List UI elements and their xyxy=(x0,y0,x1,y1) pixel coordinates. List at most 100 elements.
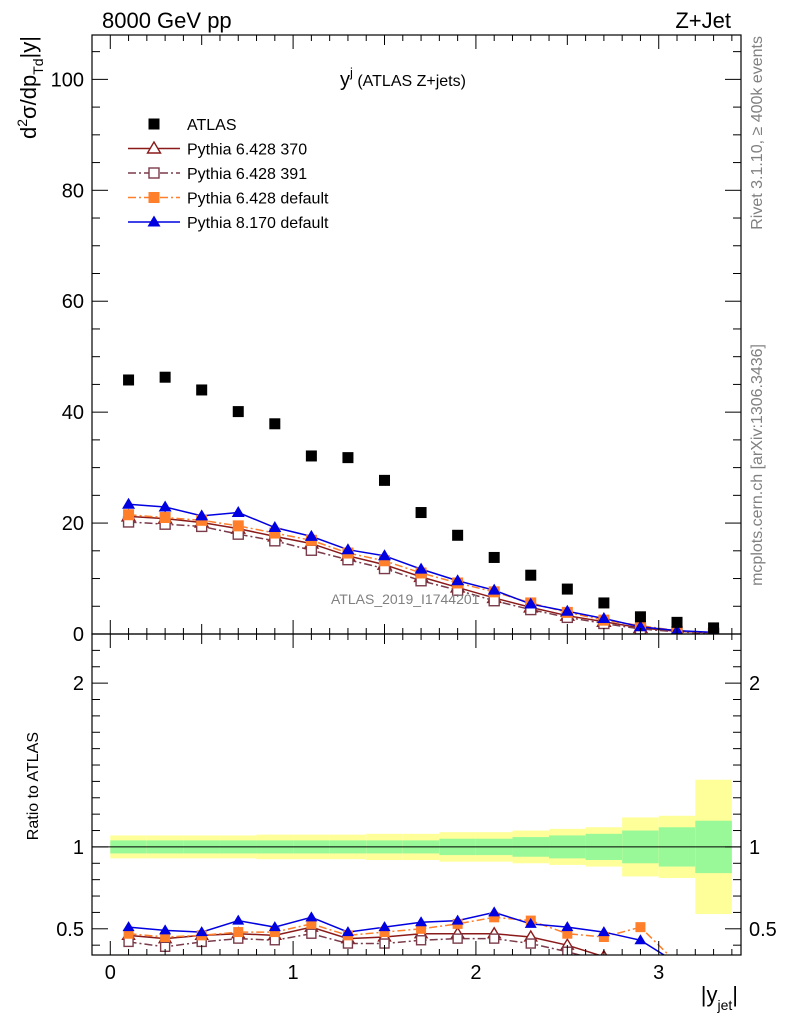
data-point xyxy=(342,452,354,464)
data-point xyxy=(488,551,500,563)
main-panel: 0 20 40 60 80 100 xyxy=(51,34,742,646)
ratio-y-axis-label: Ratio to ATLAS xyxy=(25,732,42,840)
data-point xyxy=(158,500,172,512)
data-point xyxy=(560,604,574,616)
data-point xyxy=(671,957,683,967)
data-point xyxy=(708,622,720,634)
data-point xyxy=(415,916,428,927)
y-tick-label: 20 xyxy=(62,513,84,535)
legend-marker xyxy=(148,118,160,130)
data-point xyxy=(269,927,280,938)
data-point xyxy=(232,914,245,925)
series-layer xyxy=(121,906,720,982)
ylabel-part-c: |y| xyxy=(16,36,41,58)
data-point xyxy=(232,520,244,532)
header-left: 8000 GeV pp xyxy=(102,8,232,33)
legend-entry: Pythia 8.170 default xyxy=(128,215,329,232)
legend-entry: ATLAS xyxy=(148,117,237,134)
data-point xyxy=(634,959,646,969)
legend-entry: Pythia 6.428 391 xyxy=(128,166,307,183)
data-point xyxy=(159,371,171,383)
legend: ATLAS Pythia 6.428 370 Pythia 6.428 391 Pyt… xyxy=(128,117,329,232)
legend-label: Pythia 6.428 default xyxy=(187,191,329,208)
data-point xyxy=(305,911,318,922)
ylabel-part-sub: Td xyxy=(30,58,46,74)
y-tick-label: 0 xyxy=(73,624,84,646)
data-point xyxy=(488,906,501,917)
ratio-y-tick-label-right: 1 xyxy=(749,837,760,859)
data-point xyxy=(306,918,317,929)
legend-entry: Pythia 6.428 370 xyxy=(128,140,307,159)
data-point xyxy=(160,931,171,942)
data-point xyxy=(304,529,318,541)
x-tick-label: 1 xyxy=(288,962,299,984)
data-point xyxy=(233,927,244,938)
data-point xyxy=(122,921,135,932)
header-right: Z+Jet xyxy=(675,8,731,33)
data-point xyxy=(489,912,500,923)
data-point xyxy=(524,917,537,928)
data-point xyxy=(599,957,608,966)
data-point xyxy=(342,938,354,949)
data-point xyxy=(708,964,720,974)
xlabel-part-b: | xyxy=(732,982,738,1007)
ratio-y-tick-label: 2 xyxy=(73,673,84,695)
x-tick-label: 0 xyxy=(105,962,116,984)
data-point xyxy=(452,933,463,944)
data-point xyxy=(232,406,244,418)
plot-title-sup: j xyxy=(349,65,353,80)
legend-entry: Pythia 6.428 default xyxy=(128,191,329,208)
x-tick-label: 3 xyxy=(653,962,664,984)
data-point xyxy=(122,497,136,509)
data-point xyxy=(415,935,427,946)
xlabel-part-a: |y xyxy=(701,982,718,1007)
data-point xyxy=(379,474,391,486)
ratio-y-tick-label-right: 0.5 xyxy=(749,919,777,941)
y-axis-label-main: d2σ/dpTd|y| xyxy=(14,36,46,139)
data-point xyxy=(635,922,646,933)
data-point xyxy=(123,928,134,939)
data-point xyxy=(561,921,574,932)
data-point xyxy=(634,934,647,945)
data-point xyxy=(195,509,209,521)
data-point xyxy=(269,418,281,430)
data-point xyxy=(341,543,355,555)
data-point xyxy=(123,936,134,948)
data-point xyxy=(231,506,245,518)
data-point xyxy=(524,597,538,609)
data-point xyxy=(123,509,135,521)
ratio-y-tick-label: 0.5 xyxy=(56,919,84,941)
ratio-frame xyxy=(91,633,742,956)
data-point xyxy=(306,928,317,939)
x-tick-label: 2 xyxy=(470,962,481,984)
data-point xyxy=(305,450,317,462)
data-point xyxy=(416,923,427,934)
ratio-y-tick-label: 1 xyxy=(73,837,84,859)
analysis-watermark: ATLAS_2019_I1744201 xyxy=(331,591,480,607)
x-axis-label: |yjet| xyxy=(701,982,738,1013)
ratio-panel: 0 1 2 3 0.5 0.5 1 1 2 2 xyxy=(56,633,777,984)
data-point xyxy=(305,544,318,556)
ylabel-part-a: d xyxy=(16,127,41,139)
legend-label: Pythia 6.428 370 xyxy=(187,142,307,159)
data-point xyxy=(159,924,172,935)
data-point xyxy=(378,549,392,561)
rivet-label: Rivet 3.1.10, ≥ 400k events xyxy=(749,36,766,230)
legend-label: ATLAS xyxy=(187,117,237,134)
data-point xyxy=(673,973,682,982)
data-point xyxy=(195,926,208,937)
legend-marker xyxy=(148,167,160,179)
data-point xyxy=(671,616,683,628)
data-point xyxy=(414,562,428,574)
legend-label: Pythia 8.170 default xyxy=(187,215,329,232)
data-point xyxy=(451,914,464,925)
data-point xyxy=(634,611,646,623)
y-tick-label: 80 xyxy=(62,180,84,202)
legend-marker xyxy=(148,192,160,203)
data-point xyxy=(562,928,573,939)
y-tick-label: 100 xyxy=(51,69,84,91)
data-point xyxy=(268,921,281,932)
data-point xyxy=(633,620,647,632)
data-point xyxy=(598,597,610,609)
